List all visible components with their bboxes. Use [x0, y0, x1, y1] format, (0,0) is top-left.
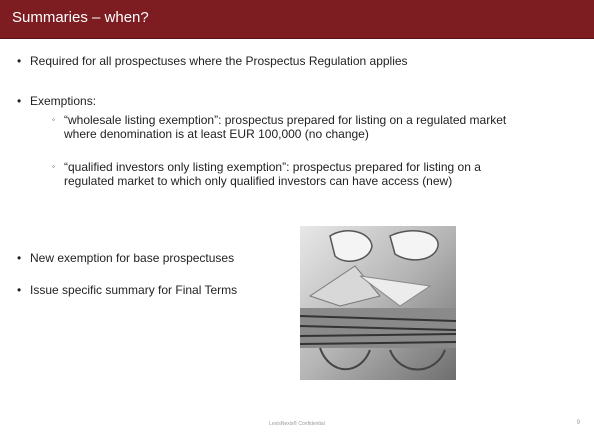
sub-bullet: “wholesale listing exemption”: prospectu… — [64, 113, 514, 141]
title-bar: Summaries – when? — [0, 0, 594, 39]
bullet-text: Required for all prospectuses where the … — [30, 54, 408, 68]
bullet: New exemption for base prospectuses — [18, 251, 234, 265]
abstract-image — [300, 226, 456, 380]
sub-bullet: “qualified investors only listing exempt… — [64, 160, 514, 188]
footer-confidential: LexisNexis® Confidential — [0, 421, 594, 427]
slide: Summaries – when? Required for all prosp… — [0, 0, 594, 444]
bullet-text: New exemption for base prospectuses — [30, 251, 234, 265]
page-number: 9 — [577, 420, 580, 426]
bullet-text: Exemptions: — [30, 94, 96, 108]
slide-title: Summaries – when? — [12, 9, 149, 26]
bullet: Exemptions: — [18, 94, 96, 108]
bullet: Required for all prospectuses where the … — [18, 54, 408, 68]
bullet-text: Issue specific summary for Final Terms — [30, 283, 237, 297]
bullet: Issue specific summary for Final Terms — [18, 283, 237, 297]
